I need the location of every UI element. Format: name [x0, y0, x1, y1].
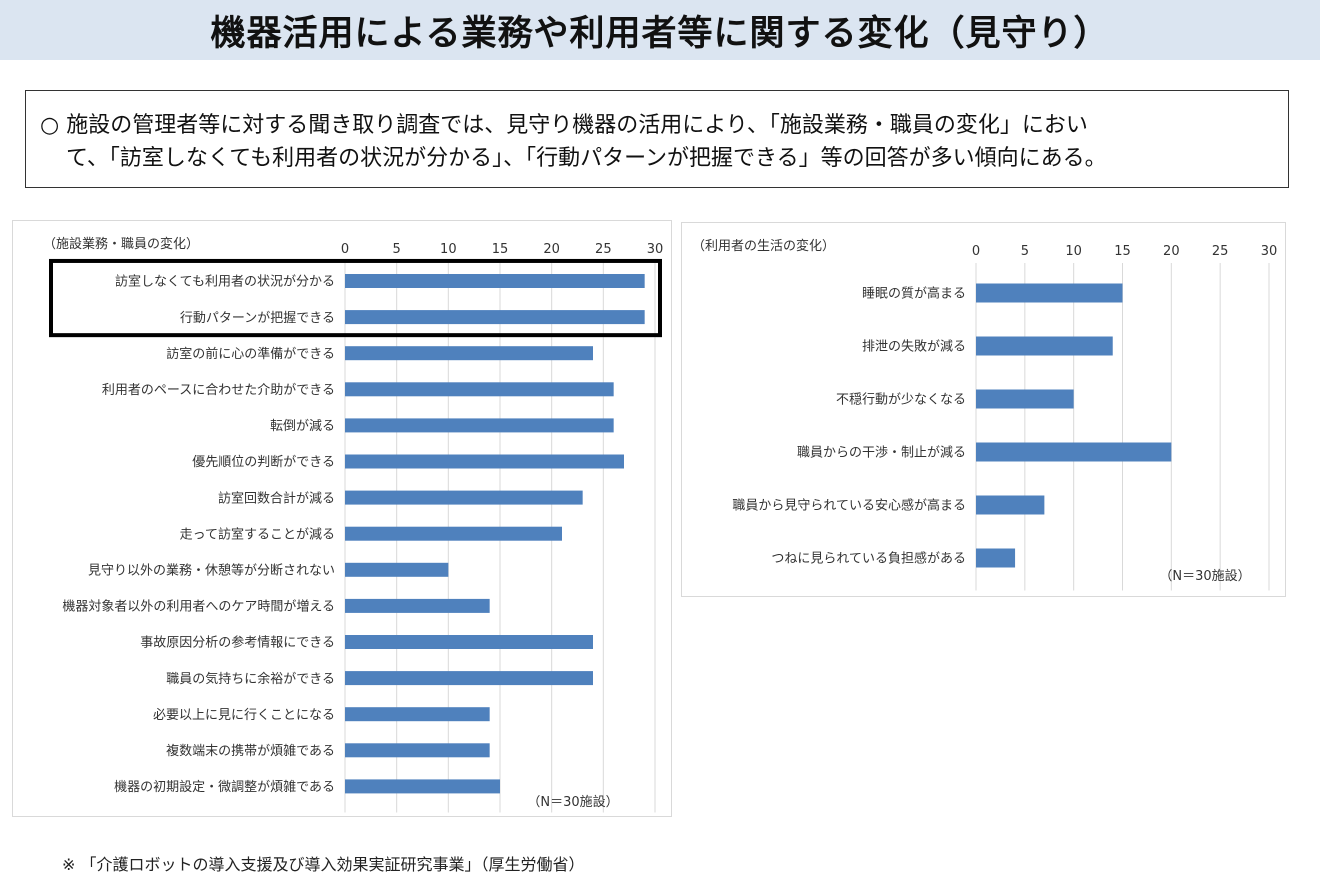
x-tick-label: 0 — [972, 244, 980, 259]
x-tick-label: 15 — [492, 242, 509, 257]
x-tick-label: 30 — [647, 242, 664, 257]
x-tick-label: 15 — [1114, 244, 1131, 259]
chart-panel-residents: （利用者の生活の変化） 0 5 10 15 20 25 30 睡眠の質が高まる 排泄の失敗が減る不… — [681, 222, 1286, 597]
bar — [976, 283, 1123, 303]
sample-size-note: （N＝30施設） — [1159, 568, 1250, 584]
category-label: 職員の気持ちに余裕ができる — [166, 671, 335, 687]
category-label: 訪室回数合計が減る — [218, 490, 335, 506]
resident-change-chart: （利用者の生活の変化） 0 5 10 15 20 25 30 睡眠の質が高まる排泄の失敗が減る不… — [692, 238, 1278, 591]
category-label: 事故原因分析の参考情報にできる — [140, 635, 335, 651]
category-label: 職員からの干渉・制止が減る — [797, 445, 966, 461]
category-label: 見守り以外の業務・休憩等が分断されない — [88, 562, 335, 578]
bar — [345, 454, 624, 469]
footnote: ※ 「介護ロボットの導入支援及び導入効果実証研究事業」（厚生労働省） — [62, 855, 585, 874]
bar — [345, 526, 562, 541]
category-label: 睡眠の質が高まる — [862, 286, 966, 302]
bar — [976, 389, 1074, 409]
category-label: 機器対象者以外の利用者へのケア時間が増える — [62, 600, 335, 615]
chart-panel-staff: （施設業務・職員の変化） 0 5 10 15 20 25 30 訪室しなくても利用者の状況が分か… — [12, 220, 672, 817]
category-label: 転倒が減る — [270, 418, 335, 434]
bar — [976, 495, 1045, 515]
category-label: 不穏行動が少なくなる — [836, 393, 966, 408]
page-title: 機器活用による業務や利用者等に関する変化（見守り） — [210, 13, 1110, 54]
category-label: 訪室の前に心の準備ができる — [166, 346, 335, 362]
category-label: 機器の初期設定・微調整が煩雑である — [114, 779, 335, 795]
highlight-box — [49, 258, 662, 338]
x-tick-label: 30 — [1261, 244, 1278, 259]
bar — [345, 779, 500, 794]
category-label: 利用者のペースに合わせた介助ができる — [102, 383, 335, 398]
bar — [345, 310, 645, 325]
x-tick-label: 5 — [1021, 244, 1029, 259]
x-tick-label: 25 — [595, 242, 612, 257]
bar — [345, 346, 593, 361]
title-bar: 機器活用による業務や利用者等に関する変化（見守り） — [0, 0, 1320, 60]
bar — [345, 382, 614, 397]
category-label: 必要以上に見に行くことになる — [153, 708, 335, 723]
bar — [976, 442, 1172, 462]
summary-box: ○ 施設の管理者等に対する聞き取り調査では、見守り機器の活用により、「施設業務・… — [25, 90, 1289, 188]
chart-title: （施設業務・職員の変化） — [43, 236, 199, 252]
x-tick-label: 25 — [1212, 244, 1229, 259]
category-label: 優先順位の判断ができる — [192, 455, 335, 470]
category-label: つねに見られている負担感がある — [771, 551, 966, 567]
chart-title: （利用者の生活の変化） — [692, 238, 835, 254]
bar — [345, 598, 490, 613]
bar — [345, 490, 583, 505]
summary-line-2: て、「訪室しなくても利用者の状況が分かる」、「行動パターンが把握できる」等の回答… — [66, 146, 1107, 171]
bar — [345, 743, 490, 758]
x-tick-label: 0 — [341, 242, 349, 257]
category-label: 訪室しなくても利用者の状況が分かる — [115, 274, 335, 290]
bar — [345, 562, 449, 577]
x-tick-label: 20 — [543, 242, 560, 257]
staff-change-chart: （施設業務・職員の変化） 0 5 10 15 20 25 30 訪室しなくても利用者の状況が分か… — [43, 236, 664, 813]
x-tick-label: 5 — [393, 242, 401, 257]
bar — [976, 548, 1016, 568]
category-label: 職員から見守られている安心感が高まる — [732, 498, 966, 514]
bar — [345, 671, 593, 686]
category-label: 走って訪室することが減る — [180, 526, 335, 542]
sample-size-note: （N＝30施設） — [527, 794, 618, 810]
bar — [345, 274, 645, 288]
category-label: 排泄の失敗が減る — [862, 339, 966, 355]
bar — [345, 635, 593, 649]
bar — [976, 336, 1113, 356]
summary-line-1: ○ 施設の管理者等に対する聞き取り調査では、見守り機器の活用により、「施設業務・… — [40, 113, 1088, 138]
x-tick-label: 10 — [1065, 244, 1082, 259]
x-tick-label: 20 — [1163, 244, 1180, 259]
bar — [345, 707, 490, 722]
category-label: 行動パターンが把握できる — [180, 311, 335, 326]
category-label: 複数端末の携帯が煩雑である — [166, 743, 335, 759]
x-tick-label: 10 — [440, 242, 457, 257]
bar — [345, 418, 614, 433]
